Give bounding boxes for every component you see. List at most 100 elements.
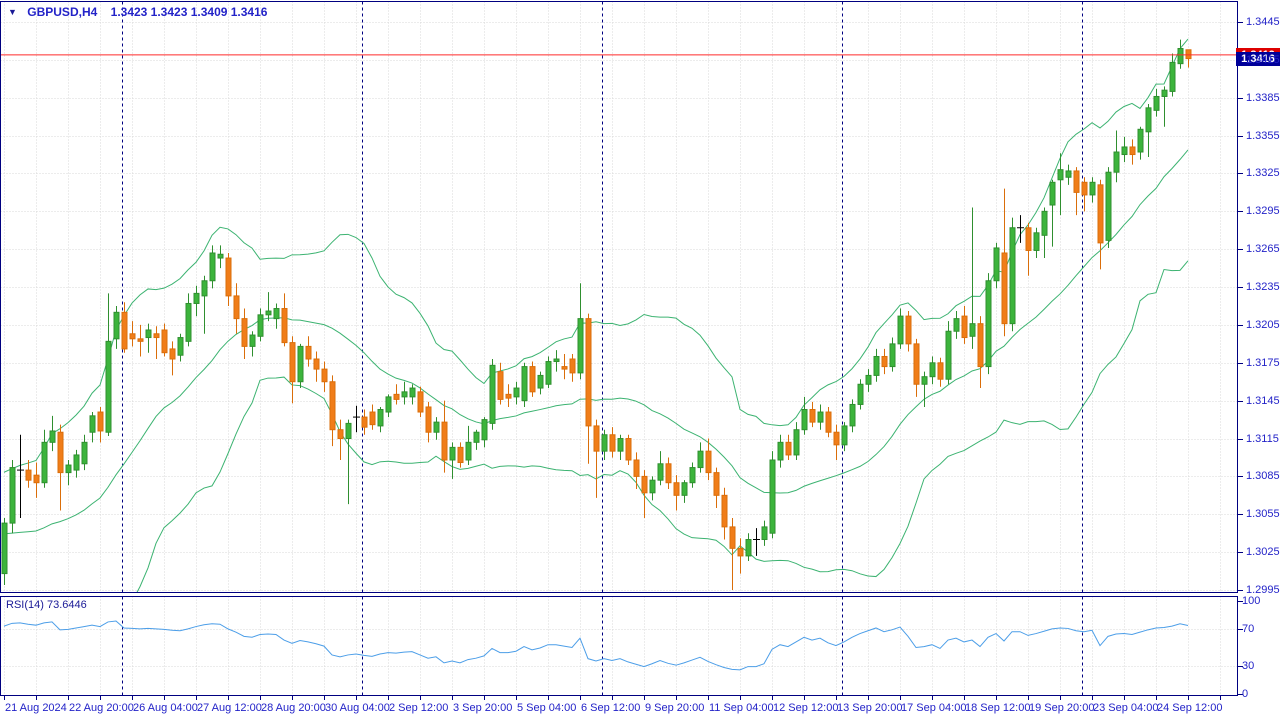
bear-candle xyxy=(593,425,600,452)
bull-candle xyxy=(649,479,656,494)
bull-candle xyxy=(657,463,664,481)
bull-candle xyxy=(1009,227,1016,325)
time-axis-label: 11 Sep 04:00 xyxy=(709,702,774,714)
bear-candle xyxy=(905,315,912,345)
bull-candle xyxy=(297,345,304,383)
bull-candle xyxy=(777,441,784,461)
bear-candle xyxy=(609,434,616,452)
price-axis-label: 1.3295 xyxy=(1246,205,1280,218)
bull-candle xyxy=(385,396,392,413)
bull-candle xyxy=(473,431,480,443)
bull-candle xyxy=(577,318,584,374)
bull-candle xyxy=(1113,151,1120,173)
rsi-line xyxy=(3,620,1189,671)
bear-candle xyxy=(705,450,712,474)
chart-title: ▼ GBPUSD,H4 1.3423 1.3423 1.3409 1.3416 xyxy=(8,5,267,19)
bull-candle xyxy=(209,252,216,282)
bull-candle xyxy=(761,526,768,541)
bull-candle xyxy=(185,302,192,342)
bull-candle xyxy=(697,450,704,469)
bear-candle xyxy=(1025,227,1032,251)
bear-candle xyxy=(937,362,944,380)
price-axis-label: 1.3265 xyxy=(1246,243,1280,256)
bull-candle xyxy=(145,329,152,339)
time-axis-label: 24 Sep 12:00 xyxy=(1157,702,1223,714)
bear-candle xyxy=(281,308,288,344)
price-axis-label: 1.3415 xyxy=(1246,53,1280,66)
bear-candle xyxy=(809,409,816,423)
bear-candle xyxy=(713,472,720,496)
bull-candle xyxy=(969,323,976,337)
bull-candle xyxy=(1105,171,1112,241)
bull-candle xyxy=(537,374,544,389)
bull-candle xyxy=(401,391,408,398)
bull-candle xyxy=(481,419,488,441)
bear-candle xyxy=(457,446,464,464)
bull-candle xyxy=(105,340,112,433)
bull-candle xyxy=(345,422,352,440)
bull-candle xyxy=(817,411,824,423)
bull-candle xyxy=(513,387,520,398)
bull-candle xyxy=(553,358,560,363)
time-axis-label: 18 Sep 12:00 xyxy=(965,702,1031,714)
time-axis-label: 26 Aug 04:00 xyxy=(133,702,198,714)
price-axis-label: 1.3175 xyxy=(1246,356,1280,369)
bull-candle xyxy=(545,361,552,385)
price-axis-label: 1.3205 xyxy=(1246,318,1280,331)
bear-candle xyxy=(1185,49,1192,60)
chevron-down-icon[interactable]: ▼ xyxy=(8,7,17,17)
bull-candle xyxy=(801,409,808,431)
bull-candle xyxy=(89,415,96,433)
price-axis-label: 1.3325 xyxy=(1246,167,1280,180)
price-axis-label: 1.3025 xyxy=(1246,546,1280,559)
bear-candle xyxy=(977,323,984,368)
bear-candle xyxy=(137,338,144,342)
bear-candle xyxy=(169,348,176,360)
bull-candle xyxy=(857,383,864,405)
time-axis-label: 6 Sep 12:00 xyxy=(581,702,641,714)
bull-candle xyxy=(9,467,16,524)
bear-candle xyxy=(1001,252,1008,325)
bear-candle xyxy=(721,494,728,528)
time-axis-label: 12 Sep 12:00 xyxy=(773,702,839,714)
bull-candle xyxy=(1065,170,1072,178)
bear-candle xyxy=(153,333,160,339)
bull-candle xyxy=(769,459,776,534)
bear-candle xyxy=(1097,184,1104,244)
bull-candle xyxy=(849,403,856,427)
time-axis-label: 27 Aug 12:00 xyxy=(197,702,262,714)
bull-candle xyxy=(1177,48,1184,65)
bull-candle xyxy=(681,482,688,496)
time-axis-label: 3 Sep 20:00 xyxy=(453,702,513,714)
bear-candle xyxy=(529,366,536,393)
time-axis-label: 21 Aug 2024 xyxy=(5,702,67,714)
bear-candle xyxy=(417,391,424,413)
rsi-axis-label: 70 xyxy=(1242,622,1255,635)
bear-candle xyxy=(673,482,680,496)
bull-candle xyxy=(1033,232,1040,251)
bull-candle xyxy=(617,438,624,452)
price-axis-label: 1.3385 xyxy=(1246,91,1280,104)
rsi-indicator-label: RSI(14) 73.6446 xyxy=(6,599,87,611)
bear-candle xyxy=(313,358,320,370)
bull-candle xyxy=(897,315,904,345)
bear-candle xyxy=(505,393,512,399)
bear-candle xyxy=(881,355,888,368)
bull-candle xyxy=(217,253,224,259)
bear-candle xyxy=(369,411,376,426)
bear-candle xyxy=(825,411,832,433)
bull-candle xyxy=(73,454,80,471)
price-axis-label: 1.2995 xyxy=(1246,584,1280,596)
bull-candle xyxy=(1,522,8,575)
bull-candle xyxy=(793,429,800,456)
bull-candle xyxy=(929,362,936,378)
bear-candle xyxy=(785,441,792,456)
price-axis-label: 1.3055 xyxy=(1246,508,1280,521)
bear-candle xyxy=(665,463,672,484)
bull-candle xyxy=(921,376,928,385)
bull-candle xyxy=(65,464,72,474)
bull-candle xyxy=(81,441,88,465)
bull-candle xyxy=(257,314,264,337)
